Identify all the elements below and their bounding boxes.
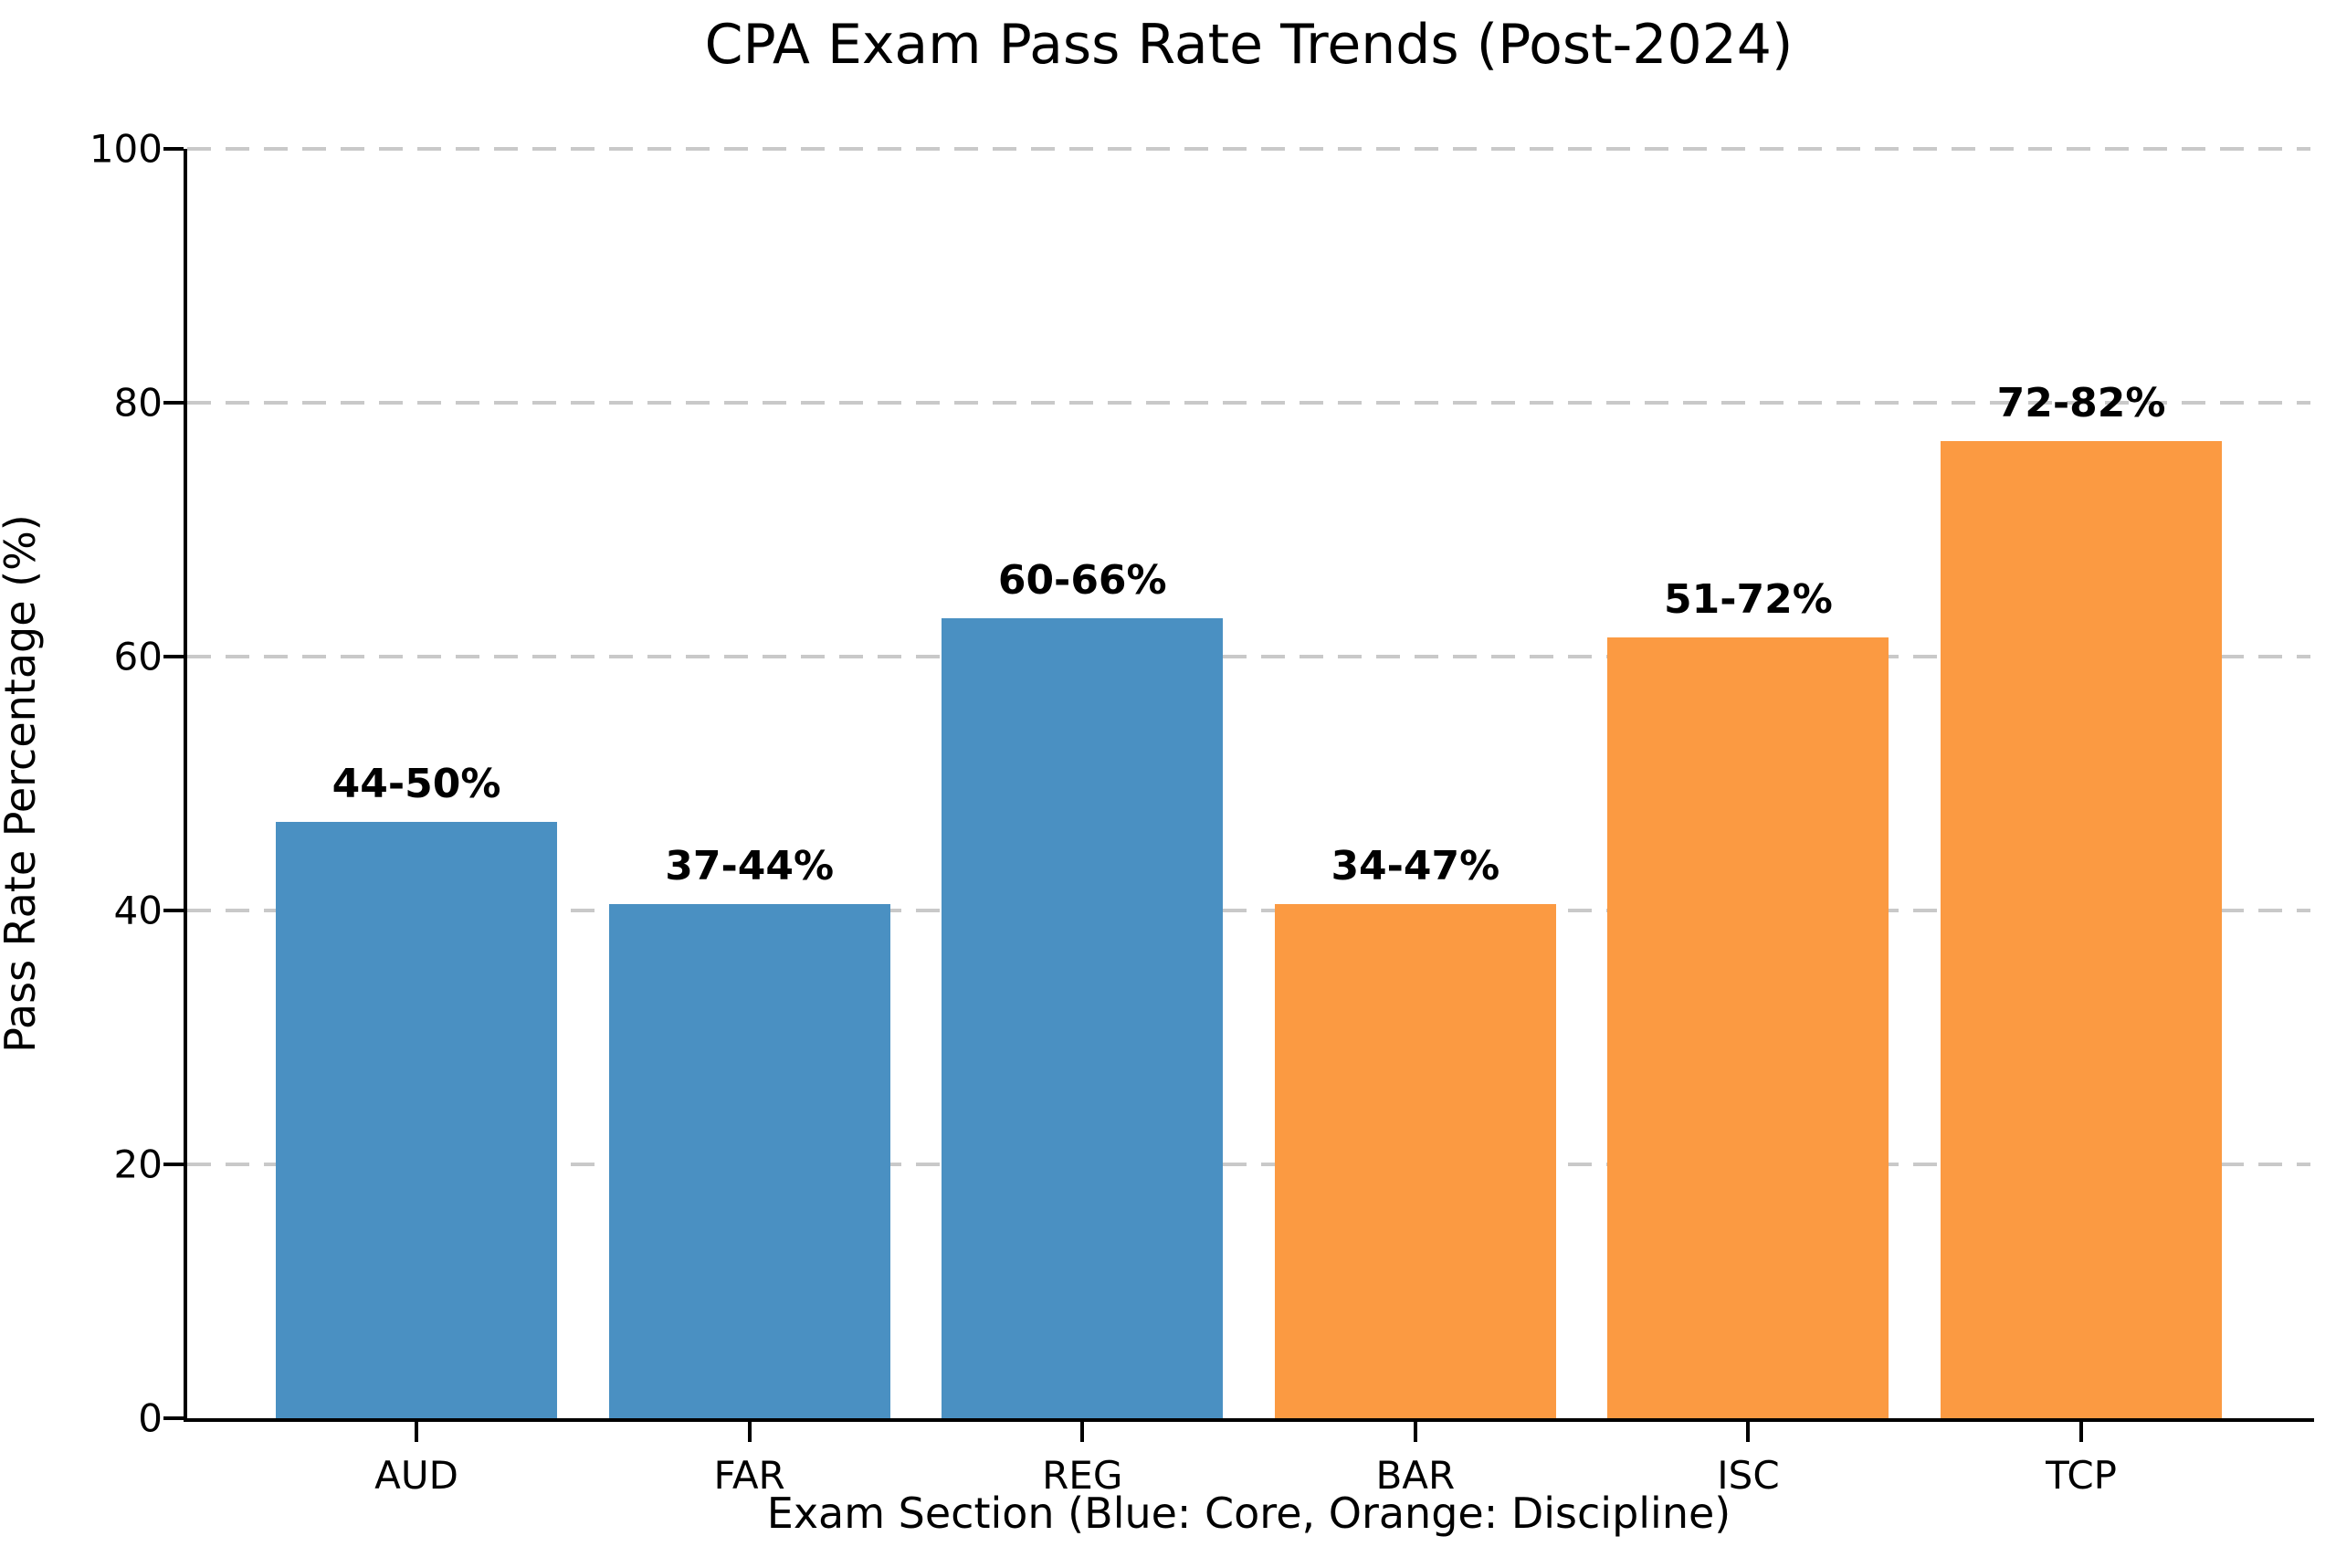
gridline-80 bbox=[187, 401, 2310, 405]
y-axis-spine bbox=[184, 149, 187, 1422]
bar-aud: 44-50% bbox=[275, 761, 558, 1418]
x-axis-layer: AUD FAR REG BAR ISC TCP bbox=[187, 1422, 2310, 1531]
bar-value-label-bar: 34-47% bbox=[1331, 843, 1500, 890]
x-tick-mark-isc bbox=[1746, 1422, 1751, 1442]
bar-tcp: 72-82% bbox=[1941, 380, 2223, 1418]
gridline-20 bbox=[187, 1163, 2310, 1166]
gridline-100 bbox=[187, 147, 2310, 151]
y-tick-mark-40 bbox=[163, 909, 184, 912]
bar-bar: 34-47% bbox=[1274, 843, 1556, 1418]
x-tick-mark-bar bbox=[1413, 1422, 1417, 1442]
y-tick-mark-20 bbox=[163, 1163, 184, 1166]
bar-isc: 51-72% bbox=[1607, 576, 1889, 1418]
bar-value-label-tcp: 72-82% bbox=[1996, 379, 2166, 426]
chart-title: CPA Exam Pass Rate Trends (Post-2024) bbox=[704, 13, 1794, 77]
gridline-40 bbox=[187, 909, 2310, 912]
y-tick-mark-60 bbox=[163, 655, 184, 658]
x-tick-label-isc: ISC bbox=[1717, 1453, 1780, 1498]
plot-area: 44-50% 37-44% 60-66% 34-47% 51-72% 72-82% bbox=[163, 147, 2314, 1422]
y-tick-mark-0 bbox=[163, 1416, 184, 1420]
bar-value-label-far: 37-44% bbox=[665, 843, 835, 890]
bar-far: 37-44% bbox=[608, 843, 890, 1418]
y-tick-label-0: 0 bbox=[138, 1395, 163, 1441]
x-tick-label-tcp: TCP bbox=[2046, 1453, 2117, 1498]
bar-value-label-reg: 60-66% bbox=[997, 557, 1167, 605]
x-tick-label-reg: REG bbox=[1042, 1453, 1123, 1498]
y-tick-mark-100 bbox=[163, 147, 184, 151]
y-axis-label: Pass Rate Percentage (%) bbox=[0, 514, 45, 1053]
bar-reg: 60-66% bbox=[942, 557, 1224, 1418]
x-tick-mark-reg bbox=[1080, 1422, 1085, 1442]
y-tick-label-40: 40 bbox=[113, 888, 163, 933]
bar-value-label-aud: 44-50% bbox=[331, 760, 501, 807]
x-tick-mark-tcp bbox=[2079, 1422, 2084, 1442]
y-tick-label-80: 80 bbox=[113, 380, 163, 426]
x-tick-mark-far bbox=[747, 1422, 752, 1442]
x-tick-label-aud: AUD bbox=[374, 1453, 458, 1498]
y-tick-label-60: 60 bbox=[113, 634, 163, 679]
y-tick-label-20: 20 bbox=[113, 1142, 163, 1187]
y-tick-label-100: 100 bbox=[89, 126, 163, 172]
x-tick-label-bar: BAR bbox=[1375, 1453, 1456, 1498]
bar-value-label-isc: 51-72% bbox=[1664, 576, 1833, 624]
x-axis-spine bbox=[184, 1418, 2314, 1422]
x-tick-label-far: FAR bbox=[713, 1453, 785, 1498]
x-axis-label: Exam Section (Blue: Core, Orange: Discip… bbox=[766, 1489, 1731, 1538]
x-tick-mark-aud bbox=[415, 1422, 419, 1442]
y-tick-mark-80 bbox=[163, 401, 184, 405]
gridline-60 bbox=[187, 655, 2310, 658]
